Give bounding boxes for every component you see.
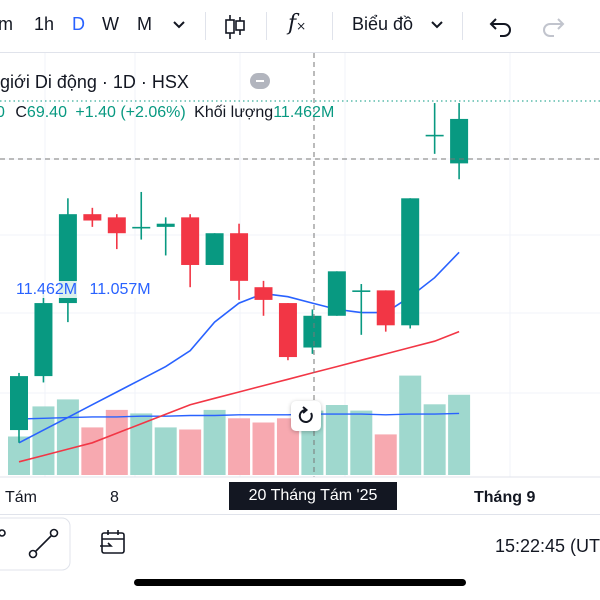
candles-icon[interactable] [224,13,246,41]
reset-chart-button[interactable] [291,401,321,431]
candle-body [156,223,175,227]
refresh-icon [298,406,313,423]
volume-bar [276,418,299,475]
volume-bar [399,375,422,475]
volume-bar [228,418,251,475]
volume-bar [56,399,79,475]
volume-ma-line [18,412,460,420]
price-change: +1.40 (+2.06%) [75,104,186,121]
interval-month[interactable]: M [137,14,152,34]
candle-body [34,303,53,377]
date-range-icon[interactable] [98,528,130,558]
close-prefix: C [15,104,27,121]
toolbar-divider [462,12,463,40]
volume-legend: 11.462M 11.057M [14,281,153,299]
volume-bar [81,427,104,475]
chart-type-button[interactable]: Biểu đồ [352,14,414,34]
candle-body [425,134,444,137]
candle-body [107,217,126,234]
close-value: 69.40 [26,104,67,121]
volume-bar [325,405,348,475]
toolbar-divider [266,12,267,40]
bottom-toolbar [0,514,600,573]
volume-bar [32,406,55,475]
volume-bar [252,422,275,475]
chevron-down-icon[interactable] [172,20,186,30]
ohlc-legend: 0 C69.40 +1.40 (+2.06%) Khối lượng11.462… [0,104,335,121]
volume-ma-legend-value: 11.057M [87,281,153,298]
drawing-tools-button[interactable] [0,516,72,572]
candle-body [278,303,297,358]
chevron-down-icon[interactable] [430,20,444,30]
x-tick-label: Tháng 9 [474,489,535,506]
candle-body [352,290,371,292]
candles [10,103,469,443]
candle-body [181,217,200,265]
interval-week[interactable]: W [102,14,119,34]
volume-label: Khối lượng [194,104,274,121]
volume-bar [423,404,446,475]
candle-body [230,233,249,281]
candle-body [254,287,273,300]
undo-icon[interactable] [488,14,514,38]
collapse-legend-button[interactable] [250,73,270,89]
moving-average-red-line [18,330,460,463]
volume-bar [105,409,128,475]
x-tick-label: 8 [110,489,119,506]
candle-body [58,214,77,304]
candle-body [132,226,151,229]
volume-bar [8,436,30,475]
toolbar-divider [332,12,333,40]
interval-day[interactable]: D [72,14,85,34]
volume-bar [179,429,202,475]
clock-readout: 15:22:45 (UT [494,536,600,556]
candle-body [401,198,420,326]
volume-bar [374,434,397,475]
home-indicator [134,579,466,586]
volume-legend-value: 11.462M [14,281,80,298]
crosshair-date-label: 20 Tháng Tám '25 [229,482,397,510]
x-tick-label: Tám [5,489,37,506]
redo-icon[interactable] [540,14,566,38]
interval-1h[interactable]: 1h [34,14,55,34]
volume-value: 11.462M [273,104,335,121]
volume-bar [203,409,226,475]
indicators-fx-icon[interactable]: f× [288,11,307,36]
volume-bar [154,427,177,475]
toolbar-divider [205,12,206,40]
candle-body [376,290,395,326]
volume-bar [350,410,373,475]
price-chart[interactable]: Tám 8 Tháng 9 [0,53,600,513]
candle-body [327,271,346,316]
candle-body [83,214,102,221]
candle-body [450,118,469,164]
interval-minutes[interactable]: m [0,14,13,34]
candle-body [303,315,322,348]
symbol-title[interactable]: giới Di động · 1D · HSX [0,72,189,92]
volume-bar [448,394,471,475]
volume-bar [130,413,153,475]
candle-body [10,376,28,431]
top-toolbar: m 1h D W M f× Biểu đồ [0,0,600,53]
candle-body [205,233,224,265]
volume-bars [8,375,471,475]
